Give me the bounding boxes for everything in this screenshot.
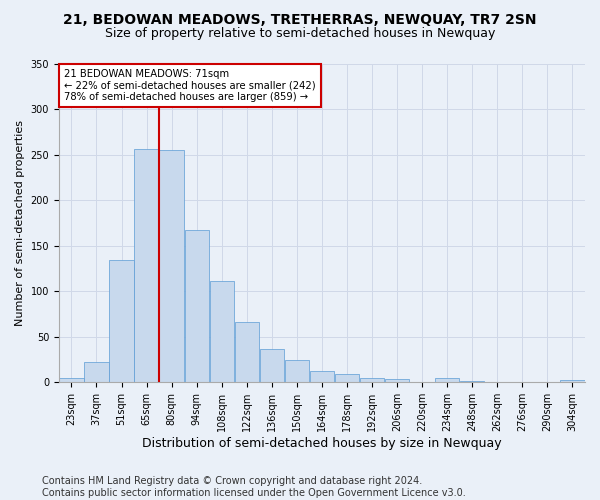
- Bar: [185, 230, 209, 382]
- Text: 21 BEDOWAN MEADOWS: 71sqm
← 22% of semi-detached houses are smaller (242)
78% of: 21 BEDOWAN MEADOWS: 71sqm ← 22% of semi-…: [64, 68, 316, 102]
- Bar: [59, 378, 83, 382]
- Bar: [209, 282, 234, 382]
- Bar: [134, 148, 159, 382]
- Bar: [109, 260, 134, 382]
- Bar: [160, 150, 184, 382]
- Bar: [335, 374, 359, 382]
- Bar: [260, 348, 284, 382]
- Bar: [560, 380, 584, 382]
- Bar: [85, 362, 109, 382]
- Text: 21, BEDOWAN MEADOWS, TRETHERRAS, NEWQUAY, TR7 2SN: 21, BEDOWAN MEADOWS, TRETHERRAS, NEWQUAY…: [63, 12, 537, 26]
- Bar: [360, 378, 384, 382]
- Bar: [310, 370, 334, 382]
- Text: Contains HM Land Registry data © Crown copyright and database right 2024.
Contai: Contains HM Land Registry data © Crown c…: [42, 476, 466, 498]
- Bar: [285, 360, 309, 382]
- Bar: [435, 378, 460, 382]
- Bar: [235, 322, 259, 382]
- Bar: [460, 380, 484, 382]
- X-axis label: Distribution of semi-detached houses by size in Newquay: Distribution of semi-detached houses by …: [142, 437, 502, 450]
- Y-axis label: Number of semi-detached properties: Number of semi-detached properties: [15, 120, 25, 326]
- Text: Size of property relative to semi-detached houses in Newquay: Size of property relative to semi-detach…: [105, 28, 495, 40]
- Bar: [385, 378, 409, 382]
